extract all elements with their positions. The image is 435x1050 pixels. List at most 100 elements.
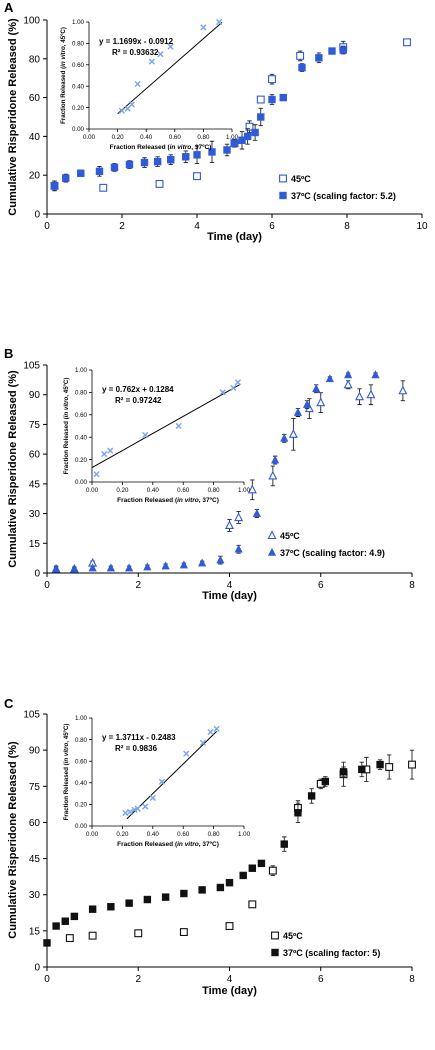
y-tick-label: 30 — [29, 890, 41, 901]
data-point — [268, 95, 276, 104]
data-point — [358, 765, 366, 774]
data-point — [339, 46, 347, 54]
y-axis-label: Cumulative Risperidone Released (%) — [7, 741, 19, 939]
inset-y-tick-label: 0.40 — [72, 83, 85, 90]
inset-trendline — [91, 384, 240, 469]
data-point — [257, 113, 265, 121]
data-point — [95, 167, 104, 176]
panel-label: A — [4, 0, 14, 15]
inset-chart: 0.00 0.20 0.40 0.60 0.80 1.00 0.00 0.20 0.40 0.60… — [63, 367, 251, 504]
panel-label: B — [4, 346, 13, 361]
inset-y-axis-label-part: Fraction Released ( — [63, 762, 70, 820]
data-point — [143, 562, 152, 571]
data-point — [268, 470, 278, 480]
data-point — [293, 407, 303, 416]
inset-y-tick-label: 0.80 — [75, 737, 88, 744]
inset-data-point — [157, 51, 164, 58]
data-point — [234, 512, 244, 522]
inset-x-tick-label: 0.80 — [208, 487, 221, 494]
inset-y-tick-label: 0.80 — [75, 390, 88, 397]
data-point — [344, 370, 353, 379]
x-tick-label: 4 — [227, 974, 233, 985]
inset-y-axis-label-part: in vitro — [63, 396, 70, 417]
inset-y-tick-label: 0.20 — [72, 105, 85, 112]
data-point — [155, 179, 164, 188]
data-point — [52, 922, 60, 930]
inset-data-point — [142, 803, 149, 810]
data-point — [325, 374, 334, 383]
inset-background — [92, 718, 244, 826]
data-point — [247, 484, 257, 494]
data-point — [167, 155, 175, 164]
data-point — [62, 174, 70, 182]
y-axis-label: Cumulative Risperidone Released (%) — [7, 18, 19, 216]
panel-label: C — [4, 696, 14, 711]
x-tick-label: 2 — [135, 974, 141, 985]
data-point — [298, 63, 306, 72]
series-45c — [50, 38, 411, 192]
x-tick-label: 6 — [269, 221, 275, 232]
data-point — [161, 893, 170, 901]
y-tick-label: 40 — [29, 132, 41, 143]
inset-r-squared: R² = 0.9836 — [115, 744, 158, 753]
data-point — [328, 47, 336, 55]
inset-x-axis-label-part: in vitro — [170, 144, 192, 151]
inset-y-axis-label-part: Fraction Released ( — [60, 66, 67, 124]
inset-data-point — [134, 805, 141, 812]
inset-x-tick-label: 0.00 — [83, 134, 96, 141]
inset-y-axis-label-part: , 45ºC) — [63, 378, 70, 397]
inset-data-point — [183, 750, 190, 757]
data-point — [288, 429, 298, 438]
x-tick-label: 8 — [409, 974, 415, 985]
data-point — [140, 158, 149, 167]
x-tick-label: 0 — [44, 974, 50, 985]
inset-x-axis-label: Fraction Released (in vitro, 37ºC) — [110, 144, 212, 151]
data-point — [248, 864, 257, 872]
data-point — [50, 182, 59, 190]
data-point — [294, 809, 302, 817]
x-tick-label: 0 — [44, 221, 50, 232]
inset-trendline — [117, 21, 223, 115]
y-tick-label: 105 — [23, 361, 40, 372]
inset-y-tick-label: 0.80 — [72, 41, 85, 48]
y-tick-label: 45 — [29, 479, 41, 490]
inset-y-tick-label: 0.20 — [75, 457, 88, 464]
inset-data-point — [118, 107, 125, 114]
data-point — [134, 929, 143, 938]
data-point — [70, 912, 79, 921]
x-tick-label: 10 — [416, 221, 428, 232]
inset-x-axis-label-part: Fraction Released ( — [117, 497, 178, 504]
series-45c — [51, 379, 408, 573]
legend-marker — [267, 530, 277, 540]
inset-data-point — [93, 471, 100, 478]
y-tick-label: 60 — [29, 818, 41, 829]
data-point — [366, 389, 376, 399]
inset-y-tick-label: 0.40 — [75, 780, 88, 787]
legend-entry: 37ºC (scaling factor: 4.9) — [280, 548, 385, 558]
inset-x-tick-label: 0.40 — [140, 134, 153, 141]
inset-y-tick-label: 0.00 — [72, 126, 85, 133]
inset-x-tick-label: 0.60 — [177, 487, 190, 494]
inset-y-axis-label-part: , 45ºC) — [63, 724, 70, 743]
data-point — [339, 768, 348, 776]
data-point — [279, 93, 287, 102]
inset-x-tick-label: 0.20 — [116, 831, 129, 838]
data-point — [182, 153, 190, 161]
legend-marker — [279, 191, 287, 200]
inset-y-tick-label: 0.40 — [75, 434, 88, 441]
inset-data-point — [199, 739, 207, 746]
inset-x-tick-label: 0.80 — [208, 831, 221, 838]
inset-y-axis-label: Fraction Released (in vitro, 45ºC) — [60, 27, 67, 124]
inset-data-point — [200, 24, 207, 31]
inset-x-axis-label-part: , 37ºC) — [191, 144, 211, 151]
y-axis-label: Cumulative Risperidone Released (%) — [7, 370, 19, 568]
data-point — [271, 455, 280, 464]
legend-entry: 45ºC — [280, 531, 300, 541]
inset-data-point — [216, 18, 223, 26]
data-point — [208, 148, 216, 156]
inset-x-tick-label: 0.20 — [116, 487, 129, 494]
inset-data-point — [230, 384, 237, 392]
inset-x-tick-label: 0.00 — [86, 831, 99, 838]
legend-marker — [267, 547, 277, 556]
